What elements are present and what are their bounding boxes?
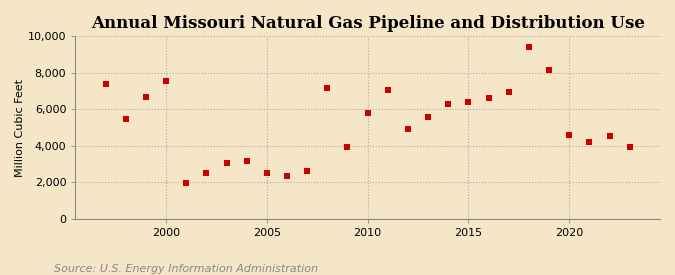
Point [483,96,494,101]
Point [281,174,292,178]
Title: Annual Missouri Natural Gas Pipeline and Distribution Use: Annual Missouri Natural Gas Pipeline and… [90,15,645,32]
Point [120,116,131,121]
Point [443,102,454,106]
Text: Source: U.S. Energy Information Administration: Source: U.S. Energy Information Administ… [54,264,318,274]
Point [100,82,111,86]
Point [261,171,272,175]
Point [524,45,535,50]
Point [221,161,232,166]
Point [423,114,433,119]
Point [342,145,353,149]
Point [504,90,514,94]
Point [402,126,413,131]
Point [140,94,151,99]
Point [181,181,192,186]
Point [543,68,554,72]
Point [161,79,171,83]
Point [584,140,595,144]
Point [383,88,394,92]
Point [322,86,333,90]
Point [362,111,373,115]
Point [201,171,212,175]
Point [463,100,474,104]
Point [604,134,615,138]
Point [564,133,574,137]
Point [241,158,252,163]
Point [624,145,635,149]
Y-axis label: Million Cubic Feet: Million Cubic Feet [15,79,25,177]
Point [302,169,313,174]
